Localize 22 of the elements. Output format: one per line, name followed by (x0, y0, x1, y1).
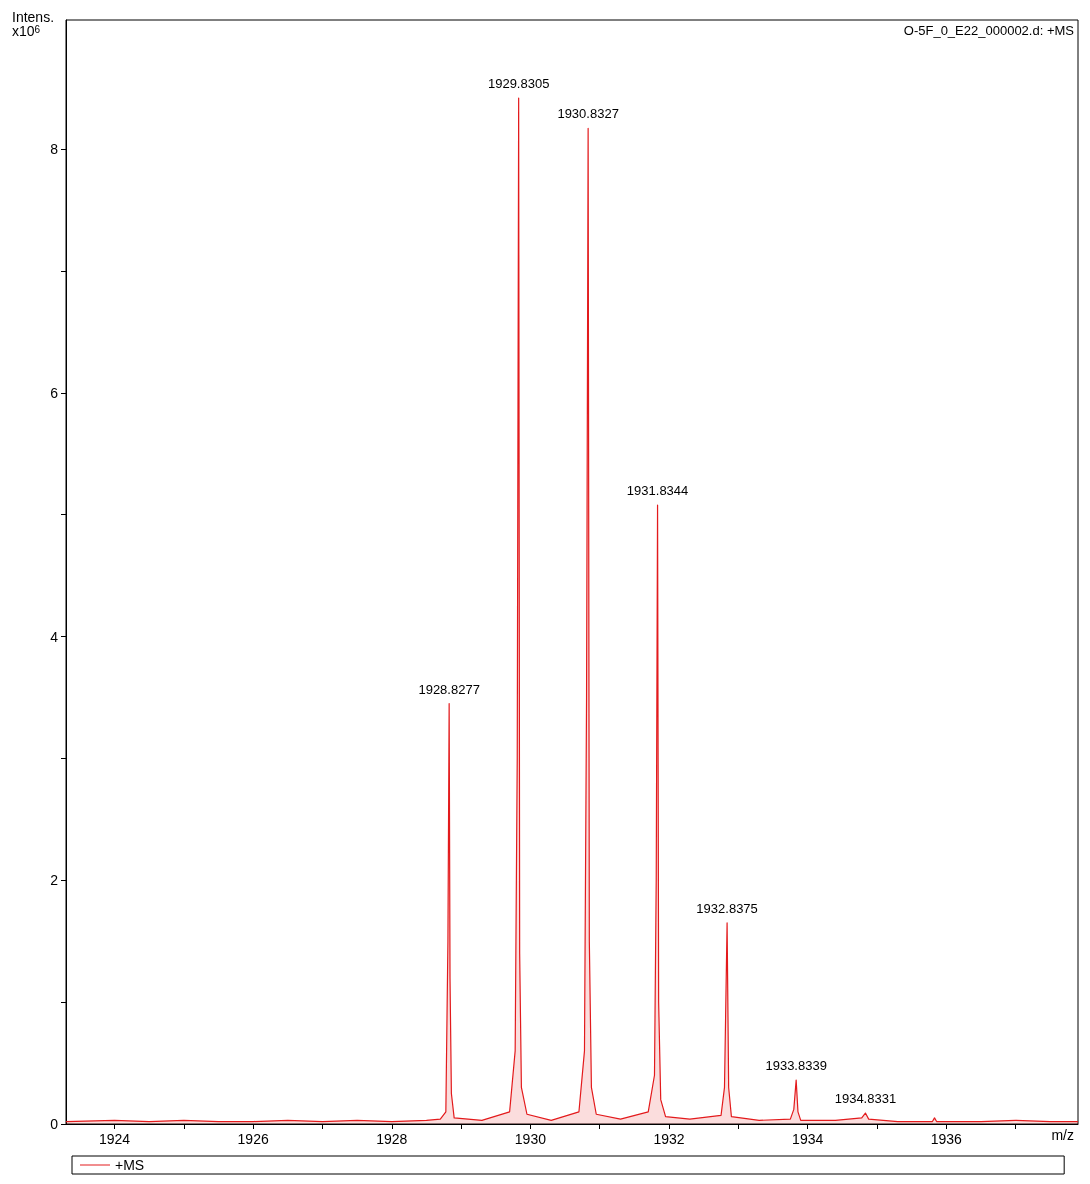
x-tick-label: 1924 (98, 1131, 131, 1147)
x-tick-label: 1928 (376, 1131, 408, 1147)
annotation: 1934.8331 (834, 1091, 897, 1107)
x-tick-label: 1926 (237, 1131, 269, 1147)
y-tick-label: 4 (50, 628, 59, 645)
annotation: 1932.8375 (696, 900, 758, 916)
y-tick-label: 2 (50, 872, 59, 889)
legend-label: +MS (115, 1157, 145, 1173)
annotation: 1930.8327 (557, 106, 619, 122)
x-tick-label: 1930 (514, 1131, 547, 1147)
x-tick-label: 1934 (792, 1131, 824, 1147)
y-tick-label: 6 (50, 384, 59, 401)
annotation: 1931.8344 (626, 482, 689, 498)
annotation: O-5F_0_E22_000002.d: +MS (903, 23, 1075, 38)
x-tick-label: 1932 (653, 1131, 685, 1147)
x-axis-title: m/z (1051, 1127, 1075, 1143)
annotation: 1928.8277 (418, 681, 480, 697)
annotation: 1929.8305 (487, 75, 550, 91)
y-tick-label: 8 (50, 141, 59, 158)
annotation: 1933.8339 (765, 1058, 827, 1074)
y-tick-label: 0 (50, 1116, 59, 1132)
x-tick-label: 1936 (930, 1131, 963, 1147)
